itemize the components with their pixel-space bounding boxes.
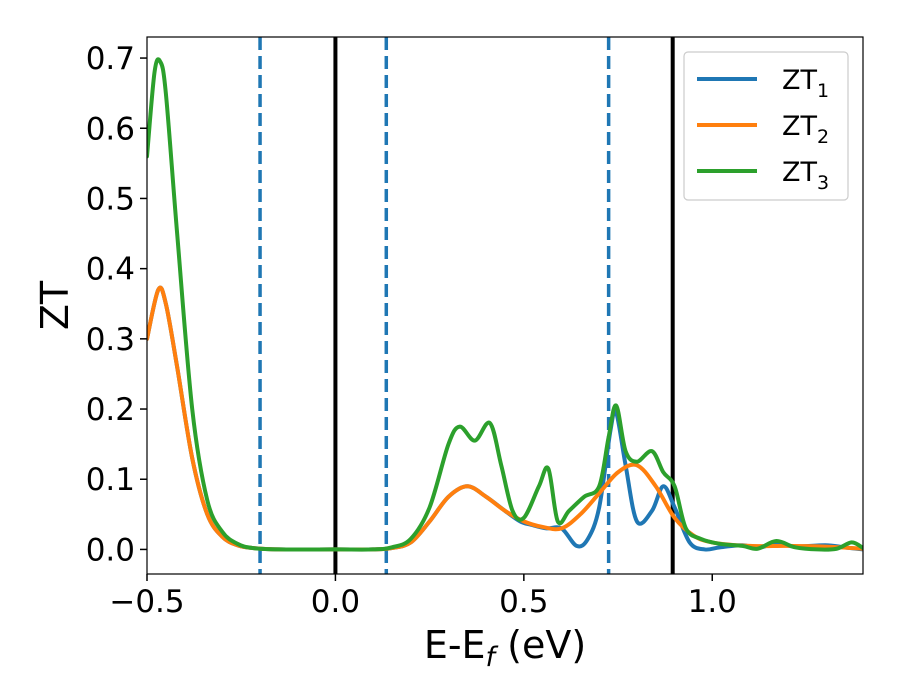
x-tick-label: 0.5 — [499, 584, 548, 620]
x-axis-label-main: E-E — [424, 623, 486, 667]
y-tick-label: 0.6 — [86, 111, 135, 147]
x-axis: −0.5 0.0 0.5 1.0 — [109, 574, 737, 620]
plot-frame — [146, 36, 864, 575]
y-tick-label: 0.0 — [86, 532, 135, 568]
y-tick-label: 0.4 — [86, 252, 135, 288]
y-axis-label: ZT — [33, 280, 77, 330]
legend-label-zt1: ZT1 — [782, 65, 829, 102]
series-line-zt3 — [147, 57, 863, 552]
x-tick-label: −0.5 — [109, 584, 184, 620]
x-tick-label: 1.0 — [688, 584, 737, 620]
legend-box — [683, 51, 849, 201]
y-tick-label: 0.3 — [86, 322, 135, 358]
reference-lines — [258, 37, 675, 574]
y-tick-label: 0.5 — [86, 181, 135, 217]
y-tick-label: 0.7 — [86, 41, 135, 77]
legend-label-zt2: ZT2 — [782, 111, 829, 148]
y-axis: 0.0 0.1 0.2 0.3 0.4 0.5 0.6 0.7 — [86, 41, 147, 568]
x-axis-label: E-Ef (eV) — [424, 623, 586, 673]
y-tick-label: 0.2 — [86, 392, 135, 428]
x-axis-label-unit: (eV) — [495, 623, 586, 667]
x-tick-label: 0.0 — [311, 584, 360, 620]
plot-series — [147, 57, 863, 552]
legend-label-zt3: ZT3 — [782, 157, 829, 194]
legend: ZT1 ZT2 ZT3 — [683, 51, 849, 201]
y-tick-label: 0.1 — [86, 462, 135, 498]
series-line-zt2 — [147, 285, 863, 552]
